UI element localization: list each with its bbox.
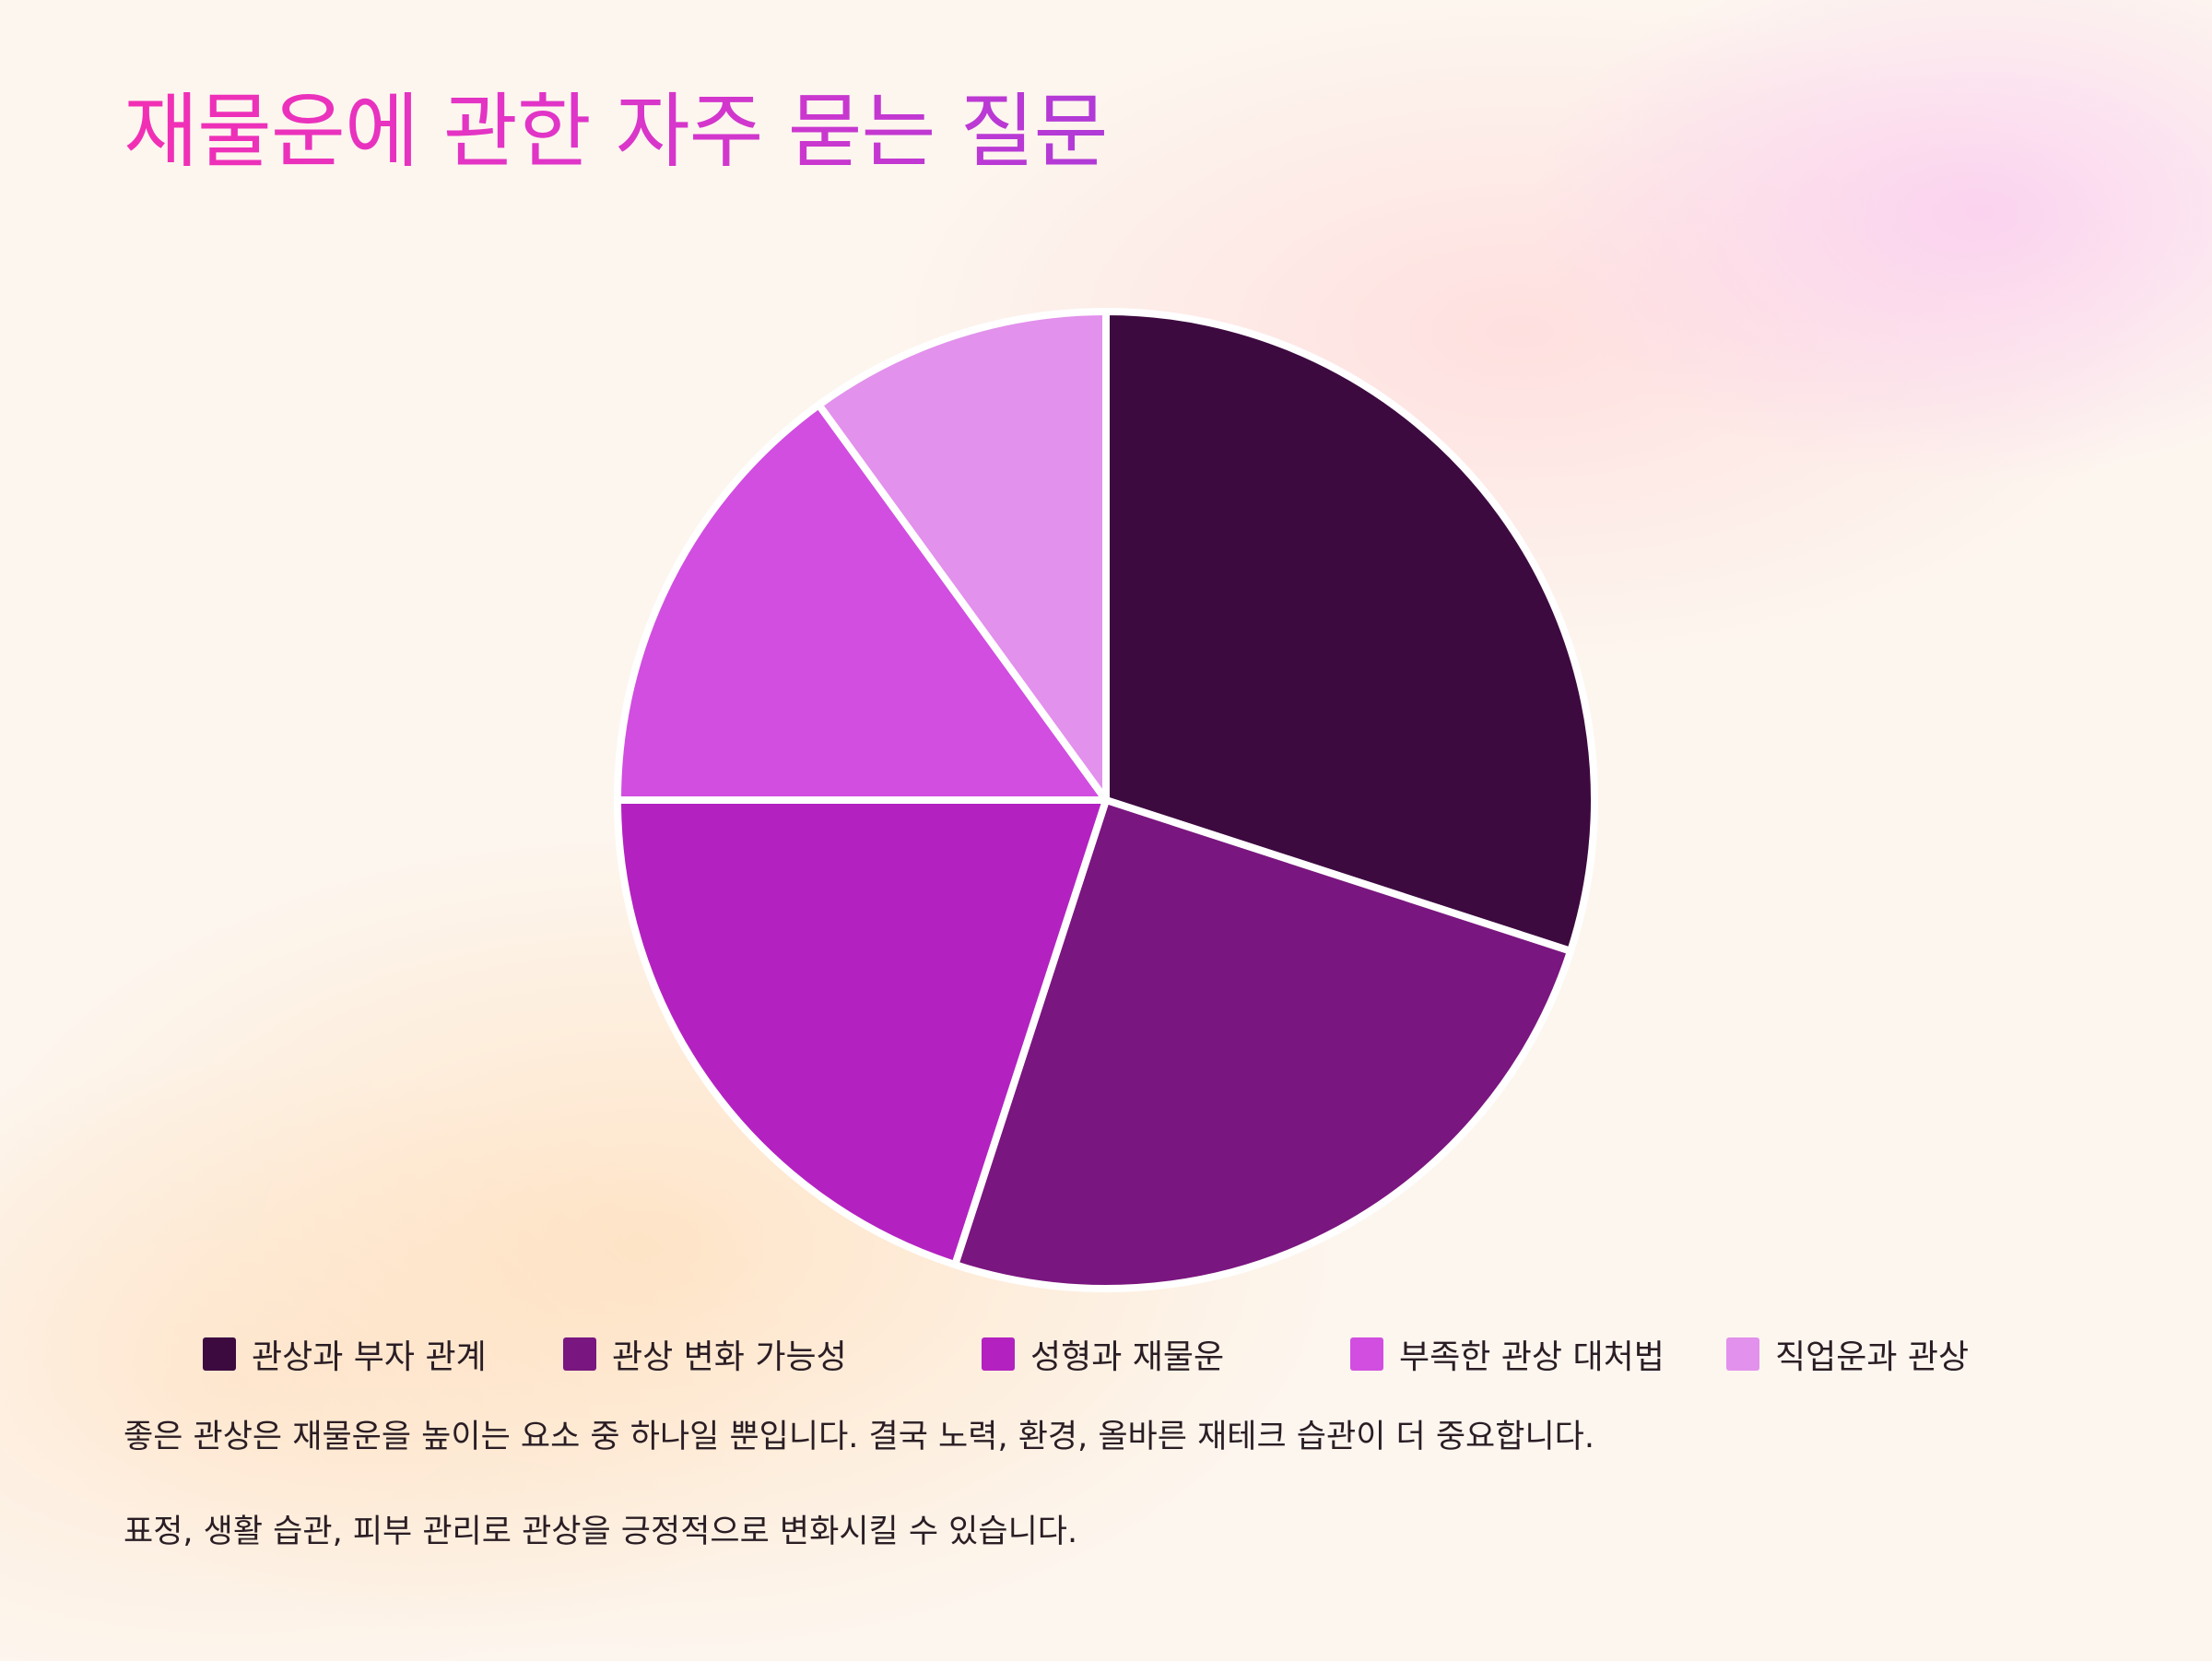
legend-item-1: 관상 변화 가능성 bbox=[563, 1322, 847, 1386]
legend-swatch-0 bbox=[203, 1337, 236, 1371]
pie-slice-2 bbox=[614, 796, 1110, 1269]
pie-slice-4 bbox=[815, 308, 1110, 804]
legend-swatch-3 bbox=[1350, 1337, 1383, 1371]
pie-chart bbox=[614, 308, 1598, 1292]
pie-slice-3 bbox=[614, 401, 1110, 804]
pie-slices bbox=[614, 308, 1598, 1292]
page-title: 재물운에 관한 자주 묻는 질문 bbox=[124, 84, 1108, 179]
legend-swatch-4 bbox=[1726, 1337, 1759, 1371]
legend-label-0: 관상과 부자 관계 bbox=[252, 1338, 487, 1376]
legend-swatch-2 bbox=[982, 1337, 1015, 1371]
legend-label-4: 직업운과 관상 bbox=[1775, 1338, 1970, 1376]
note-text-2: 표정, 생활 습관, 피부 관리로 관상을 긍정적으로 변화시킬 수 있습니다. bbox=[124, 1514, 1078, 1550]
legend-label-1: 관상 변화 가능성 bbox=[612, 1338, 847, 1376]
legend-label-3: 부족한 관상 대처법 bbox=[1399, 1338, 1665, 1376]
legend-item-4: 직업운과 관상 bbox=[1726, 1322, 1969, 1386]
pie-slice-1 bbox=[951, 796, 1575, 1292]
legend-item-0: 관상과 부자 관계 bbox=[203, 1322, 487, 1386]
legend-item-3: 부족한 관상 대처법 bbox=[1350, 1322, 1665, 1386]
chart-legend: 관상과 부자 관계 관상 변화 가능성 성형과 재물운 부족한 관상 대처법 직… bbox=[0, 1322, 2212, 1386]
pie-slice-0 bbox=[1102, 308, 1598, 955]
legend-label-2: 성형과 재물운 bbox=[1030, 1338, 1225, 1376]
legend-swatch-1 bbox=[563, 1337, 596, 1371]
legend-item-2: 성형과 재물운 bbox=[982, 1322, 1224, 1386]
note-text-1: 좋은 관상은 재물운을 높이는 요소 중 하나일 뿐입니다. 결국 노력, 환경… bbox=[124, 1419, 1594, 1455]
